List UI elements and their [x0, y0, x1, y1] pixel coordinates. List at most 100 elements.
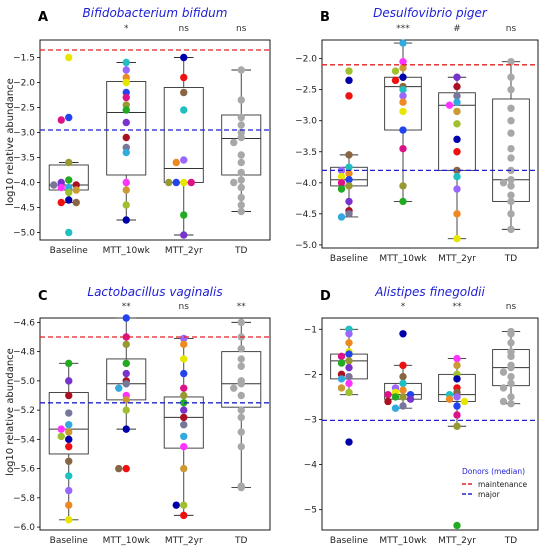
- x-category-label: MTT_10wk: [379, 536, 427, 546]
- data-point: [237, 318, 245, 327]
- significance-label: *: [124, 24, 129, 34]
- data-point: [180, 178, 188, 187]
- data-point: [399, 58, 407, 66]
- data-point: [345, 438, 353, 446]
- data-point: [180, 231, 188, 239]
- plot-frame: [321, 317, 539, 531]
- data-point: [180, 211, 188, 219]
- data-point: [507, 372, 515, 381]
- panel-title: Alistipes finegoldii: [374, 285, 485, 299]
- data-point: [453, 375, 461, 383]
- y-axis-label-top: log10 relative abundance: [5, 78, 16, 206]
- data-point: [507, 144, 515, 153]
- data-point: [399, 73, 407, 81]
- data-point: [65, 377, 73, 385]
- y-tick-label: −5.2: [13, 406, 35, 416]
- y-tick-label: −4: [304, 461, 318, 471]
- data-point: [384, 390, 392, 399]
- data-point: [180, 501, 188, 509]
- y-tick-label: −4.8: [13, 348, 35, 358]
- data-point: [65, 188, 73, 197]
- y-tick-label: −5.6: [13, 465, 35, 475]
- data-point: [122, 396, 130, 404]
- data-point: [345, 151, 353, 159]
- data-point: [391, 393, 400, 401]
- legend-label-maintenance: maintenance: [478, 480, 528, 489]
- panel-d: D Alistipes finegoldii −5 −4 −3 −2 −1 Baseline *…: [304, 285, 539, 546]
- panel-letter: A: [38, 10, 48, 25]
- data-point: [391, 67, 400, 75]
- x-category-label: TD: [234, 536, 247, 546]
- data-point: [237, 483, 245, 492]
- data-point: [453, 411, 461, 419]
- data-point: [122, 133, 130, 142]
- data-point: [65, 442, 73, 451]
- data-point: [507, 225, 515, 234]
- data-point: [230, 178, 238, 187]
- y-tick-label: −5: [304, 506, 317, 516]
- data-point: [345, 350, 353, 358]
- y-tick-label: −3.5: [295, 148, 317, 158]
- data-point: [399, 372, 407, 381]
- data-point: [65, 428, 73, 436]
- data-point: [237, 183, 245, 192]
- data-point: [65, 176, 73, 184]
- data-point: [180, 340, 188, 349]
- data-point: [180, 369, 188, 378]
- x-category-label: TD: [504, 536, 517, 546]
- data-point: [453, 98, 461, 106]
- y-tick-label: −2.0: [13, 79, 35, 89]
- y-tick-label: −2.0: [295, 55, 317, 65]
- data-point: [507, 58, 515, 66]
- data-point: [453, 166, 461, 175]
- data-point: [122, 216, 130, 224]
- data-point: [460, 397, 469, 406]
- significance-label: ***: [396, 24, 410, 34]
- data-point: [453, 92, 461, 100]
- data-point: [180, 406, 188, 414]
- data-point: [453, 135, 461, 144]
- data-point: [453, 234, 461, 243]
- data-point: [115, 464, 123, 473]
- data-point: [180, 391, 188, 400]
- plot-frame: [39, 317, 271, 531]
- data-point: [399, 64, 407, 72]
- data-point: [180, 355, 188, 363]
- data-point: [230, 138, 238, 147]
- data-point: [507, 154, 515, 162]
- data-point: [237, 113, 245, 122]
- data-point: [122, 380, 130, 388]
- y-tick-label: −3.5: [13, 154, 35, 164]
- data-point: [237, 207, 245, 216]
- data-point: [337, 179, 346, 187]
- data-point: [65, 196, 73, 204]
- data-point: [122, 359, 130, 368]
- data-point: [499, 397, 508, 406]
- data-point: [237, 96, 245, 104]
- x-category-label: Baseline: [330, 536, 369, 546]
- data-point: [445, 101, 454, 109]
- y-tick-label: −5.8: [13, 494, 35, 504]
- panel-letter: C: [38, 289, 48, 304]
- data-point: [180, 73, 188, 82]
- data-point: [65, 472, 73, 480]
- data-point: [180, 421, 188, 429]
- data-point: [122, 369, 130, 378]
- y-tick-label: −2: [304, 370, 317, 380]
- data-point: [337, 375, 346, 383]
- significance-label: ns: [179, 24, 190, 34]
- data-point: [72, 198, 80, 207]
- x-category-label: MTT_10wk: [103, 246, 151, 256]
- data-point: [180, 156, 188, 164]
- data-point: [507, 129, 515, 137]
- data-point: [507, 210, 515, 218]
- y-tick-label: −3.0: [13, 129, 35, 139]
- data-point: [237, 133, 245, 142]
- data-point: [507, 85, 515, 94]
- data-point: [337, 213, 346, 221]
- x-category-label: MTT_2yr: [438, 254, 476, 264]
- data-point: [445, 395, 454, 403]
- data-point: [453, 172, 461, 181]
- data-point: [345, 388, 353, 397]
- data-point: [180, 432, 188, 441]
